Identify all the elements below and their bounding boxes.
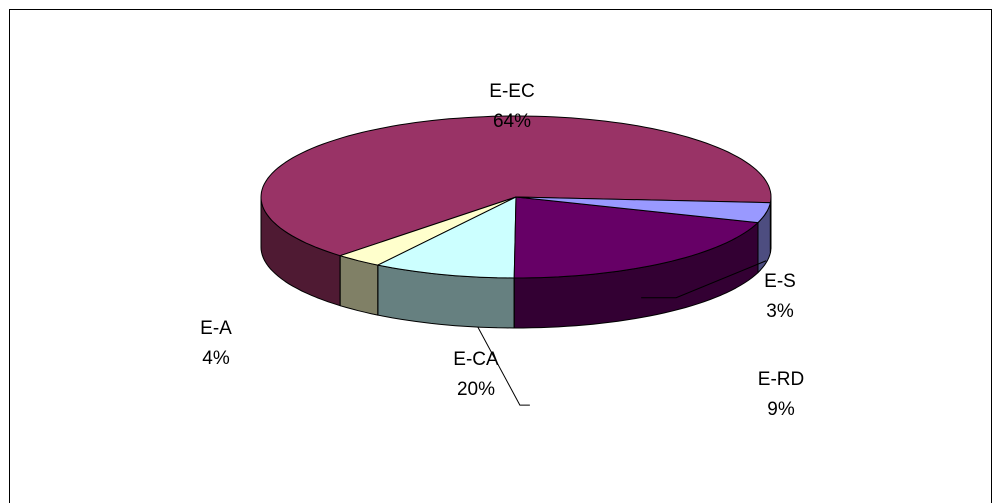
- slice-value-e-ca: 20%: [457, 379, 495, 400]
- slice-label-e-ca: E-CA: [453, 349, 499, 370]
- leader-lines: [477, 260, 767, 406]
- slice-top-e-rd: [377, 196, 517, 279]
- slice-side-e-s: [339, 255, 379, 316]
- slice-top-e-a: [515, 196, 771, 224]
- slice-top-e-ca: [513, 196, 759, 279]
- slice-value-e-ec: 64%: [493, 111, 531, 132]
- leader-line-e-a: [641, 260, 767, 299]
- slice-value-e-s: 3%: [766, 301, 794, 322]
- chart-area: E-EC 64% E-S 3% E-RD 9% E-CA 20% E-A 4%: [9, 9, 992, 503]
- leader-line-e-rd: [477, 326, 530, 406]
- slice-label-e-s: E-S: [764, 271, 796, 292]
- slice-label-e-a: E-A: [200, 318, 232, 339]
- slice-value-e-a: 4%: [202, 348, 230, 369]
- slice-value-e-rd: 9%: [767, 399, 795, 420]
- slice-top-e-s: [339, 196, 517, 266]
- slice-label-e-rd: E-RD: [758, 369, 804, 390]
- slice-top-e-ec: [260, 115, 772, 257]
- slice-label-e-ec: E-EC: [489, 81, 534, 102]
- pie-sides: [260, 196, 772, 329]
- pie-top-faces: [260, 115, 772, 279]
- pie-chart: E-EC 64% E-S 3% E-RD 9% E-CA 20% E-A 4%: [200, 81, 804, 420]
